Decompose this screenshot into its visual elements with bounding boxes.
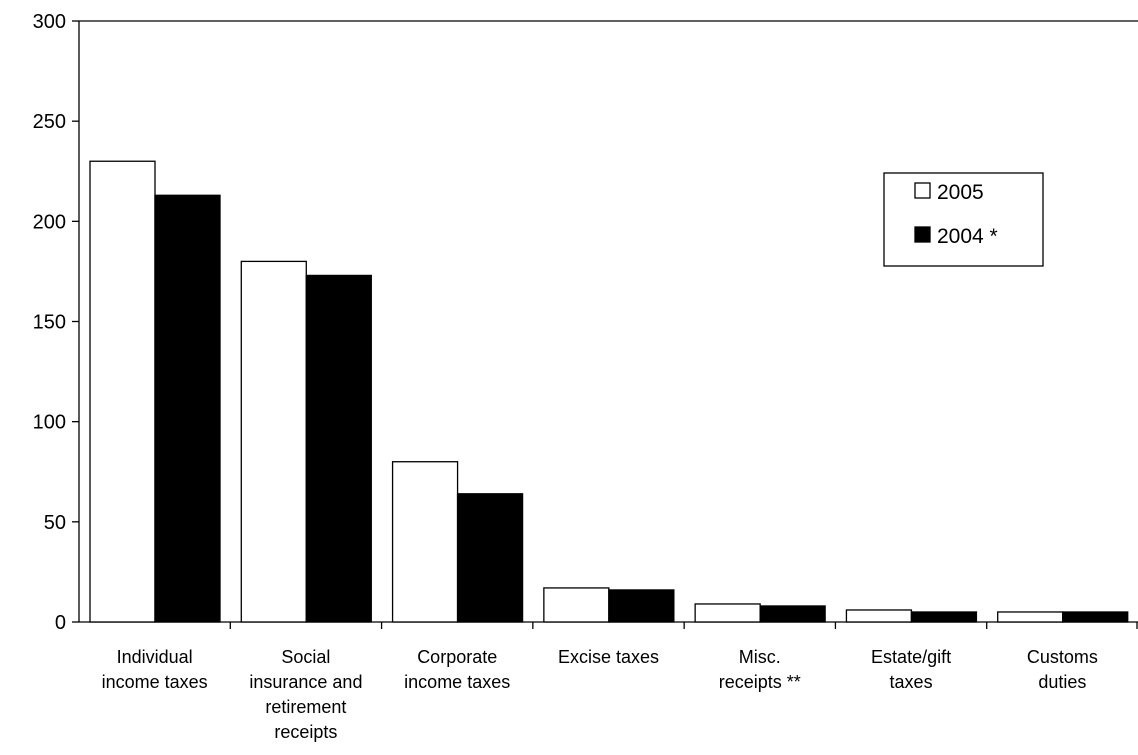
x-category-label: Individual income taxes — [102, 647, 208, 692]
x-category-label-line: receipts — [274, 722, 337, 742]
plot-frame — [79, 20, 1138, 623]
bar-2004-0 — [154, 194, 221, 623]
x-category-label-line: income taxes — [404, 672, 510, 692]
bar-2005-2 — [391, 461, 459, 623]
bar-2005-6 — [997, 611, 1064, 623]
bar-2004-2 — [456, 493, 524, 623]
bar-2005-0 — [89, 160, 156, 623]
x-category-label-line: receipts ** — [719, 672, 801, 692]
x-category-label-line: Social — [281, 647, 330, 667]
bar-2004-5 — [910, 611, 978, 623]
bar-2004-4 — [759, 605, 826, 623]
x-category-label-line: Excise taxes — [558, 647, 659, 667]
bar-2005-5 — [845, 609, 913, 623]
x-axis: Individual income taxes Social insurance an… — [102, 622, 1138, 742]
bars — [89, 160, 1129, 623]
x-category-label-line: duties — [1038, 672, 1086, 692]
x-category-label-line: Customs — [1027, 647, 1098, 667]
x-category-label: Customs duties — [1027, 647, 1098, 692]
y-tick-label: 0 — [55, 612, 66, 634]
x-category-label: Misc. receipts ** — [719, 647, 801, 692]
x-category-label-line: Corporate — [417, 647, 497, 667]
legend-box — [883, 172, 1044, 267]
x-category-label: Estate/gift taxes — [871, 647, 951, 692]
bar-2004-3 — [608, 589, 675, 623]
x-category-label-line: taxes — [890, 672, 933, 692]
y-tick-label: 150 — [33, 312, 66, 334]
bar-2004-1 — [305, 274, 372, 623]
x-category-label: Excise taxes — [558, 647, 659, 667]
y-tick-label: 200 — [33, 211, 66, 233]
y-tick-label: 300 — [33, 11, 66, 33]
y-tick-label: 100 — [33, 412, 66, 434]
bar-2005-3 — [543, 587, 610, 623]
x-category-label-line: income taxes — [102, 672, 208, 692]
legend-swatch-1 — [914, 226, 931, 243]
bar-2004-6 — [1062, 611, 1129, 623]
x-category-label: Social insurance and retirement receipts — [249, 647, 362, 742]
x-category-label-line: Estate/gift — [871, 647, 951, 667]
x-category-label-line: insurance and — [249, 672, 362, 692]
y-tick-label: 50 — [44, 512, 66, 534]
bar-2005-1 — [240, 260, 307, 623]
legend-label-0: 2005 — [937, 181, 984, 204]
x-category-label-line: Misc. — [739, 647, 781, 667]
legend-swatch-0 — [914, 182, 931, 199]
legend: 2005 2004 * — [883, 172, 1044, 267]
x-category-label-line: Individual — [117, 647, 193, 667]
legend-label-1: 2004 * — [937, 225, 998, 248]
x-category-label: Corporate income taxes — [404, 647, 510, 692]
x-category-label-line: retirement — [265, 697, 346, 717]
y-tick-label: 250 — [33, 111, 66, 133]
bar-2005-4 — [694, 603, 761, 623]
y-axis: 0 50 100 150 200 250 300 — [33, 11, 80, 634]
